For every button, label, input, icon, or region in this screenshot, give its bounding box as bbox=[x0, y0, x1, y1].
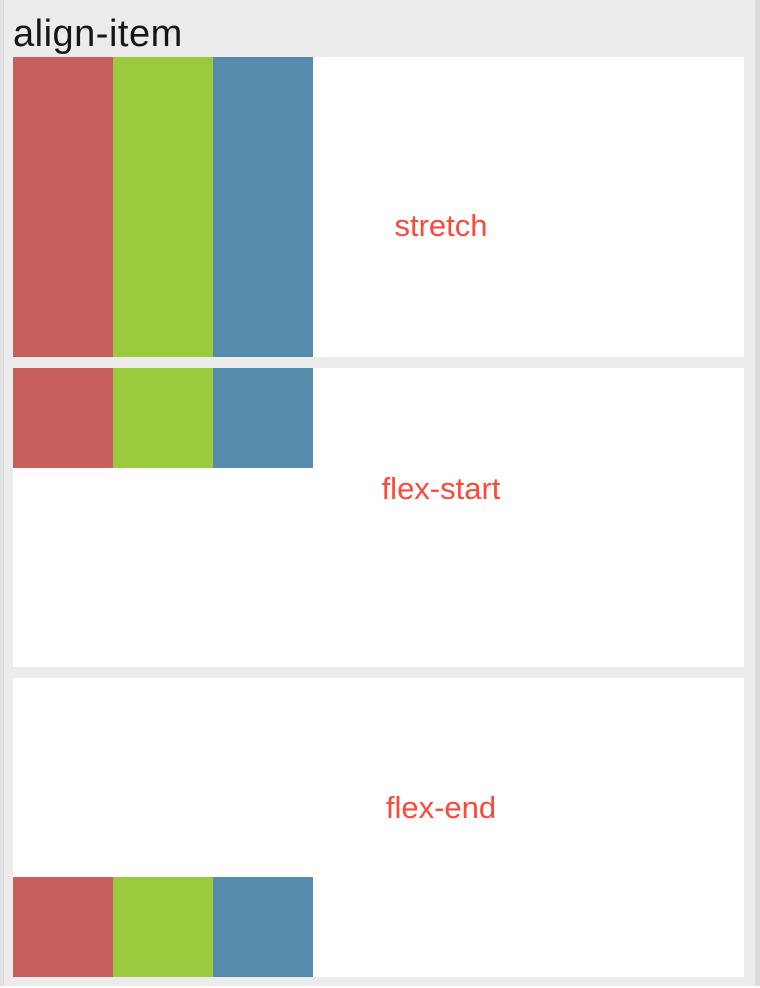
flex-demo-panel-flex-end: flex-end bbox=[13, 678, 744, 977]
flex-demo-panel-flex-start: flex-start bbox=[13, 368, 744, 667]
content-column: align-item stretch flex-start flex-end bbox=[13, 0, 744, 988]
flex-item-green bbox=[113, 877, 213, 977]
window-edge-right bbox=[755, 0, 760, 986]
alignment-label-flex-end: flex-end bbox=[385, 790, 497, 825]
alignment-label-flex-start: flex-start bbox=[381, 471, 501, 506]
flex-item-green bbox=[113, 368, 213, 468]
flex-demo-panel-stretch: stretch bbox=[13, 57, 744, 357]
alignment-label-stretch: stretch bbox=[394, 208, 488, 243]
flex-item-red bbox=[13, 57, 113, 357]
page-title: align-item bbox=[13, 13, 183, 55]
flex-item-blue bbox=[213, 877, 313, 977]
flex-item-green bbox=[113, 57, 213, 357]
flex-item-blue bbox=[213, 368, 313, 468]
flex-item-blue bbox=[213, 57, 313, 357]
window-edge-left bbox=[0, 0, 4, 986]
flex-item-red bbox=[13, 877, 113, 977]
flex-item-red bbox=[13, 368, 113, 468]
